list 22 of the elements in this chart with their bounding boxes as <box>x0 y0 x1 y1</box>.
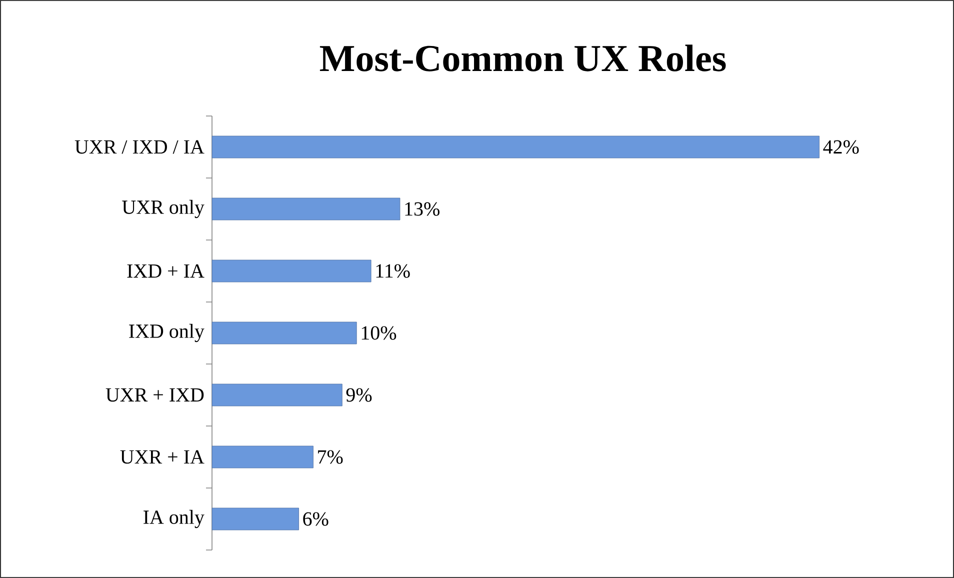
y-tick-label: IXD + IA <box>127 264 204 278</box>
bar <box>212 446 314 468</box>
y-tick-label: IA only <box>144 510 204 528</box>
bar <box>212 136 820 158</box>
data-label: 7% <box>318 450 343 464</box>
y-tick-label: IXD only <box>129 324 204 342</box>
bar <box>212 260 372 282</box>
data-label: 11% <box>376 264 410 278</box>
y-tick-label: UXR only <box>122 200 204 218</box>
data-label: 9% <box>346 388 372 402</box>
y-tick-label: UXR + IA <box>120 450 204 464</box>
chart-title: Most-Common UX Roles <box>320 44 726 72</box>
bar <box>212 322 357 344</box>
bar <box>212 384 342 406</box>
data-label: 13% <box>405 202 440 216</box>
y-tick-label: UXR / IXD / IA <box>74 140 204 154</box>
data-label: 6% <box>303 512 328 526</box>
data-label: 42% <box>823 140 859 154</box>
bar <box>212 508 299 530</box>
bar <box>212 198 400 220</box>
y-tick-label: UXR + IXD <box>106 388 204 402</box>
data-label: 10% <box>362 326 396 340</box>
